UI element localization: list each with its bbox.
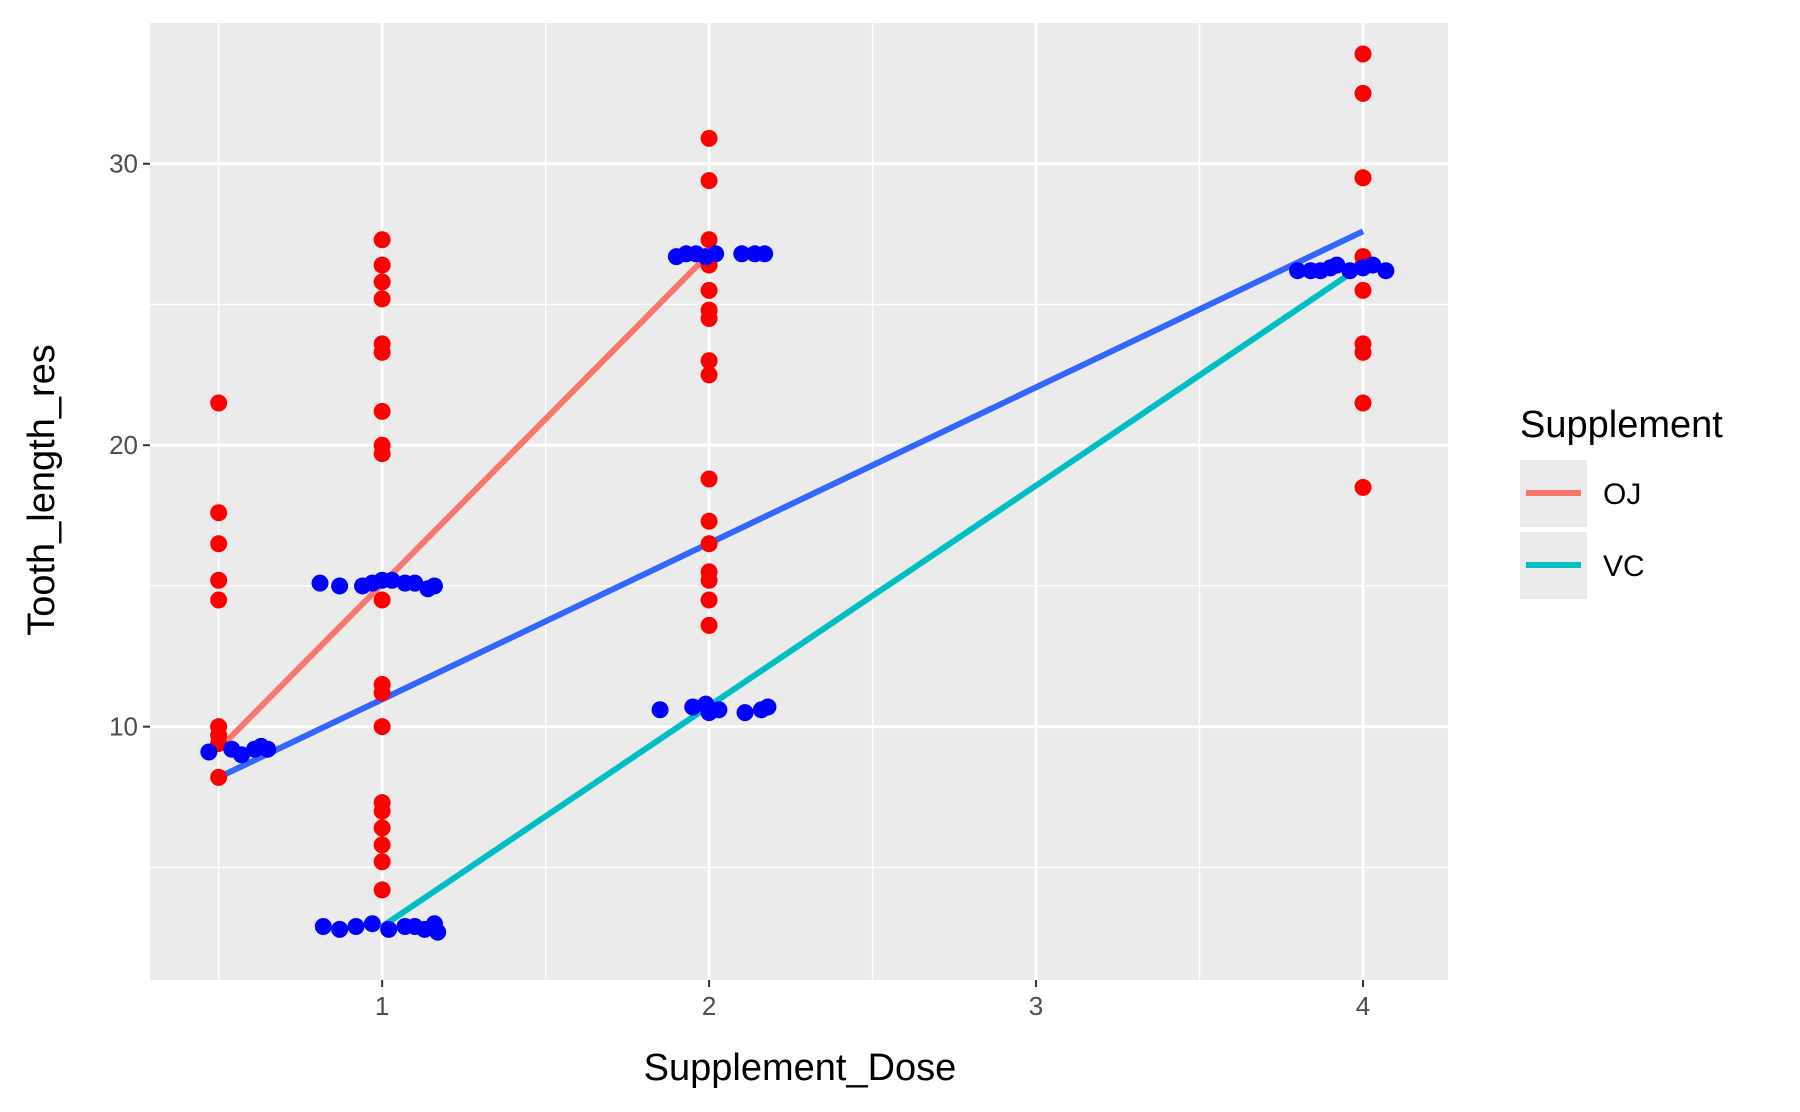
- red-point: [373, 343, 391, 361]
- red-point: [1354, 343, 1372, 361]
- red-point: [1354, 45, 1372, 63]
- blue-point: [1341, 262, 1359, 280]
- blue-point: [707, 245, 725, 263]
- legend-item-vc: VC: [1520, 532, 1645, 599]
- red-point: [373, 853, 391, 871]
- red-point: [373, 256, 391, 274]
- legend-label-oj: OJ: [1603, 478, 1641, 511]
- red-point: [210, 571, 228, 589]
- blue-point: [347, 918, 365, 936]
- red-point: [700, 591, 718, 609]
- red-point: [210, 591, 228, 609]
- red-point: [700, 231, 718, 249]
- red-point: [1354, 169, 1372, 187]
- x-tick-label: 3: [1029, 991, 1043, 1021]
- blue-point: [1328, 256, 1346, 274]
- y-axis-ticks: 10 20 30: [109, 149, 150, 742]
- blue-point: [759, 698, 777, 716]
- blue-point: [651, 701, 669, 719]
- blue-point: [311, 574, 329, 592]
- legend-label-vc: VC: [1603, 550, 1645, 583]
- red-point: [373, 445, 391, 463]
- blue-point: [233, 746, 251, 764]
- red-point: [373, 402, 391, 420]
- legend-item-oj: OJ: [1520, 460, 1641, 527]
- blue-point: [331, 920, 349, 938]
- blue-point: [314, 918, 332, 936]
- y-tick-label: 20: [109, 430, 138, 460]
- red-point: [1354, 394, 1372, 412]
- blue-point: [259, 740, 277, 758]
- x-axis-title: Supplement_Dose: [644, 1047, 957, 1089]
- red-point: [700, 129, 718, 147]
- red-point: [373, 819, 391, 837]
- blue-point: [363, 915, 381, 933]
- blue-point: [331, 577, 349, 595]
- red-point: [210, 394, 228, 412]
- red-point: [373, 718, 391, 736]
- x-tick-label: 1: [375, 991, 389, 1021]
- fit-line-vc: [380, 262, 1365, 930]
- red-point: [700, 281, 718, 299]
- red-point: [373, 231, 391, 249]
- red-point: [1354, 84, 1372, 102]
- red-point: [1354, 478, 1372, 496]
- blue-point: [200, 743, 218, 761]
- y-tick-label: 10: [109, 712, 138, 742]
- fit-line-overall: [217, 228, 1365, 781]
- blue-point: [1364, 256, 1382, 274]
- red-point: [700, 512, 718, 530]
- blue-point: [756, 245, 774, 263]
- y-axis-title: Tooth_length_res: [21, 344, 63, 636]
- blue-point: [733, 245, 751, 263]
- red-point: [373, 881, 391, 899]
- red-point: [373, 836, 391, 854]
- red-point: [700, 172, 718, 190]
- x-tick-label: 2: [702, 991, 716, 1021]
- red-point: [210, 768, 228, 786]
- blue-point: [736, 704, 754, 722]
- blue-point: [406, 574, 424, 592]
- x-axis-ticks: 1 2 3 4: [375, 980, 1370, 1021]
- red-point: [1354, 281, 1372, 299]
- y-tick-label: 30: [109, 149, 138, 179]
- red-point: [373, 684, 391, 702]
- legend: Supplement OJ VC: [1520, 404, 1723, 599]
- red-point: [210, 535, 228, 553]
- x-tick-label: 4: [1356, 991, 1370, 1021]
- red-point: [700, 352, 718, 370]
- data-points: [200, 45, 1395, 941]
- blue-point: [380, 920, 398, 938]
- blue-point: [1289, 262, 1307, 280]
- red-point: [373, 802, 391, 820]
- red-point: [700, 310, 718, 328]
- blue-point: [429, 923, 447, 941]
- red-point: [373, 290, 391, 308]
- blue-point: [383, 571, 401, 589]
- fit-lines: [216, 228, 1365, 930]
- fit-line-oj: [216, 251, 712, 752]
- blue-point: [425, 577, 443, 595]
- red-point: [373, 273, 391, 291]
- red-point: [700, 571, 718, 589]
- red-point: [700, 470, 718, 488]
- blue-point: [684, 698, 702, 716]
- red-point: [210, 504, 228, 522]
- red-point: [700, 366, 718, 384]
- red-point: [700, 616, 718, 634]
- red-point: [700, 535, 718, 553]
- red-point: [373, 591, 391, 609]
- blue-point: [1377, 262, 1395, 280]
- blue-point: [710, 701, 728, 719]
- legend-title: Supplement: [1520, 404, 1723, 446]
